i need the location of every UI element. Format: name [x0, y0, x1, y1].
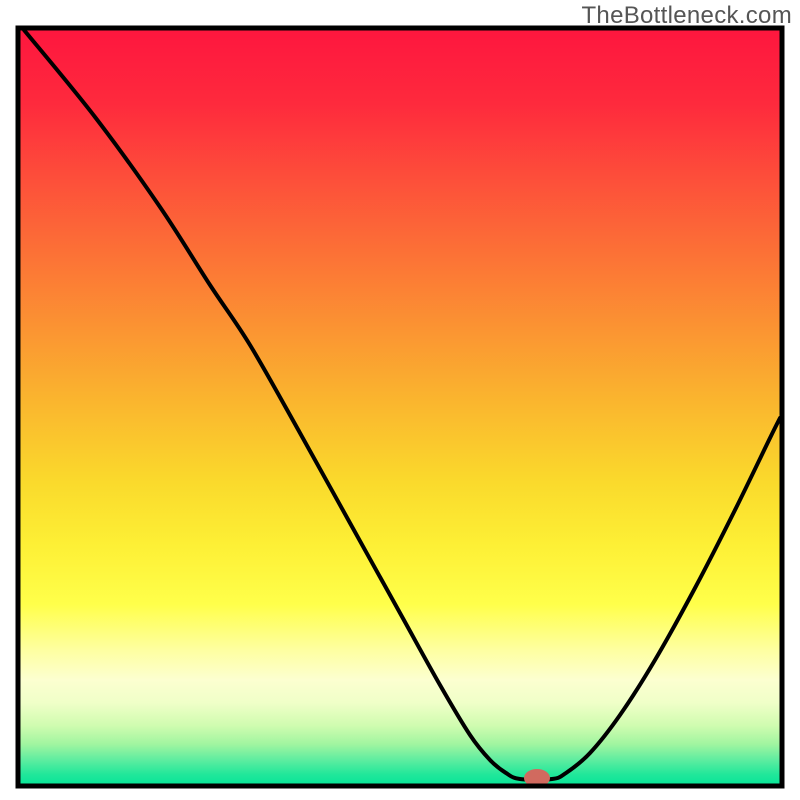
- bottleneck-chart: [0, 0, 800, 800]
- watermark-label: TheBottleneck.com: [581, 2, 792, 30]
- gradient-background: [18, 28, 782, 786]
- chart-container: TheBottleneck.com: [0, 0, 800, 800]
